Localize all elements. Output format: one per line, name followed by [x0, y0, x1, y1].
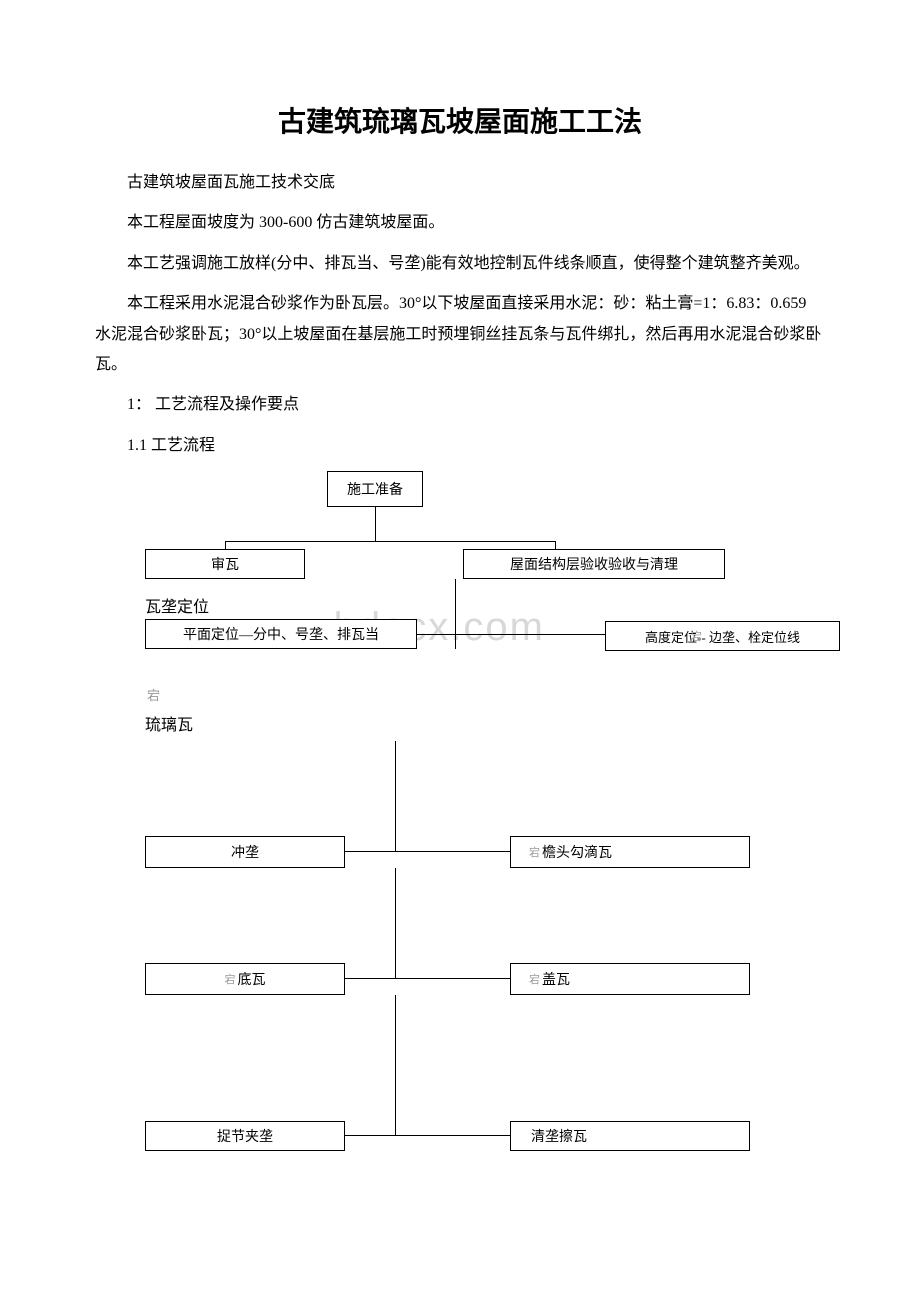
box-joint-clip: 捉节夹垄 — [145, 1121, 345, 1151]
box-cover-text: 盖瓦 — [542, 969, 570, 989]
page-title: 古建筑琉璃瓦坡屋面施工工法 — [95, 100, 825, 140]
connector — [375, 507, 376, 541]
connector — [455, 634, 605, 635]
paragraph-3: 本工艺强调施工放样(分中、排瓦当、号垄)能有效地控制瓦件线条顺直，使得整个建筑整… — [95, 249, 825, 279]
box-prep: 施工准备 — [327, 471, 423, 507]
connector — [417, 634, 455, 635]
box-height-position: 高度定位-- 边垄、栓定位线 — [605, 621, 840, 651]
paragraph-4: 本工程采用水泥混合砂浆作为卧瓦层。30°以下坡屋面直接采用水泥：砂：粘土膏=1：… — [95, 289, 825, 380]
box-height-text: 高度定位-- 边垄、栓定位线 — [645, 627, 800, 646]
box-clean-tile: 清垄擦瓦 — [510, 1121, 750, 1151]
box-eave-drip: 宕 檐头勾滴瓦 — [510, 836, 750, 868]
box-eave-text: 檐头勾滴瓦 — [542, 842, 612, 862]
box-bottom-tile: 宕 底瓦 — [145, 963, 345, 995]
box-inspect-tile: 审瓦 — [145, 549, 305, 579]
connector — [555, 541, 556, 549]
tiny-bottom: 宕 — [225, 971, 236, 987]
connector — [455, 579, 456, 649]
label-ridge-position: 瓦垄定位 — [145, 593, 209, 617]
tiny-char-height: 宕 — [691, 628, 702, 644]
box-ridge-rush: 冲垄 — [145, 836, 345, 868]
tiny-cover: 宕 — [529, 971, 540, 987]
paragraph-6: 1.1 工艺流程 — [95, 431, 825, 461]
connector — [395, 868, 396, 978]
connector — [225, 541, 555, 542]
connector — [225, 541, 226, 549]
tiny-char-1: 宕 — [147, 685, 160, 704]
label-glaze-tile: 琉璃瓦 — [145, 711, 193, 735]
connector — [395, 995, 396, 1135]
flowchart: 施工准备 审瓦 屋面结构层验收验收与清理 瓦垄定位 平面定位—分中、号垄、排瓦当… — [95, 471, 825, 1221]
tiny-eave: 宕 — [529, 844, 540, 860]
box-cover-tile: 宕 盖瓦 — [510, 963, 750, 995]
connector — [395, 741, 396, 851]
paragraph-1: 古建筑坡屋面瓦施工技术交底 — [95, 168, 825, 198]
box-bottom-text: 底瓦 — [238, 969, 266, 989]
box-structure-check: 屋面结构层验收验收与清理 — [463, 549, 725, 579]
paragraph-5: 1： 工艺流程及操作要点 — [95, 390, 825, 420]
box-plane-position: 平面定位—分中、号垄、排瓦当 — [145, 619, 417, 649]
paragraph-2: 本工程屋面坡度为 300-600 仿古建筑坡屋面。 — [95, 208, 825, 238]
